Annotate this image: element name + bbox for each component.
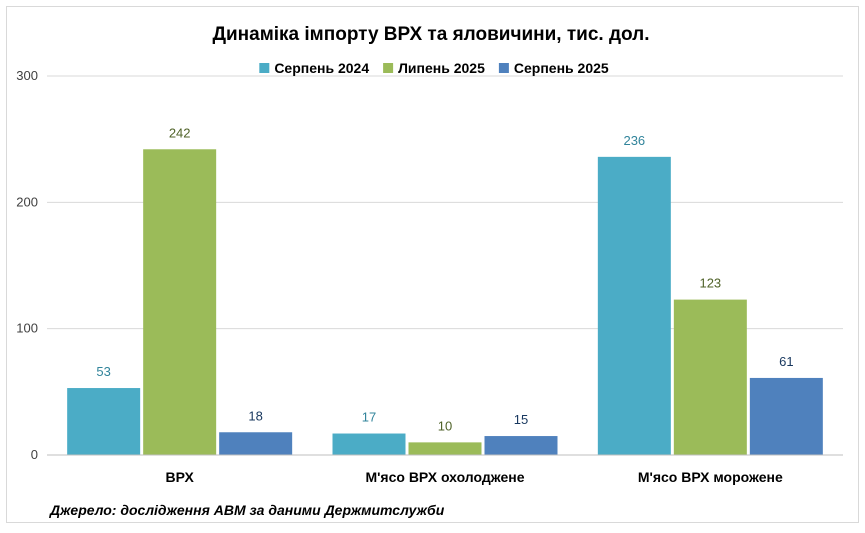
source-note: Джерело: дослідження АВМ за даними Держм… <box>49 502 445 518</box>
bar <box>67 388 141 455</box>
category-label: ВРХ <box>166 469 195 485</box>
data-labels: 53 242 18 17 10 15 236 123 61 <box>96 125 793 433</box>
legend-swatch <box>498 63 509 73</box>
bar <box>408 442 482 455</box>
bar <box>143 149 217 456</box>
bar <box>219 432 293 455</box>
category-label: М'ясо ВРХ морожене <box>638 469 783 485</box>
data-label: 17 <box>362 410 376 425</box>
y-tick-label: 300 <box>16 68 38 83</box>
bars <box>67 149 823 456</box>
legend: Серпень 2024 Липень 2025 Серпень 2025 <box>259 60 609 76</box>
bar <box>484 436 558 455</box>
y-axis: 0 100 200 300 <box>16 68 38 462</box>
legend-label: Серпень 2024 <box>274 60 369 76</box>
bar <box>673 299 747 455</box>
x-axis: ВРХ М'ясо ВРХ охолоджене М'ясо ВРХ морожен… <box>47 454 843 485</box>
data-label: 15 <box>514 412 528 427</box>
data-label: 53 <box>96 364 110 379</box>
data-label: 123 <box>699 276 721 291</box>
data-label: 18 <box>248 408 262 423</box>
chart-title: Динаміка імпорту ВРХ та яловичини, тис. … <box>212 24 649 45</box>
bar <box>749 377 823 455</box>
category-label: М'ясо ВРХ охолоджене <box>365 469 524 485</box>
legend-label: Липень 2025 <box>398 60 485 76</box>
bar <box>597 156 671 455</box>
legend-label: Серпень 2025 <box>514 60 609 76</box>
y-tick-label: 0 <box>31 447 38 462</box>
legend-swatch <box>259 63 270 73</box>
y-tick-label: 200 <box>16 194 38 209</box>
y-tick-label: 100 <box>16 321 38 336</box>
data-label: 242 <box>169 125 191 140</box>
data-label: 61 <box>779 354 793 369</box>
bar <box>332 433 406 455</box>
data-label: 236 <box>623 133 645 148</box>
data-label: 10 <box>438 418 452 433</box>
legend-swatch <box>383 63 394 73</box>
